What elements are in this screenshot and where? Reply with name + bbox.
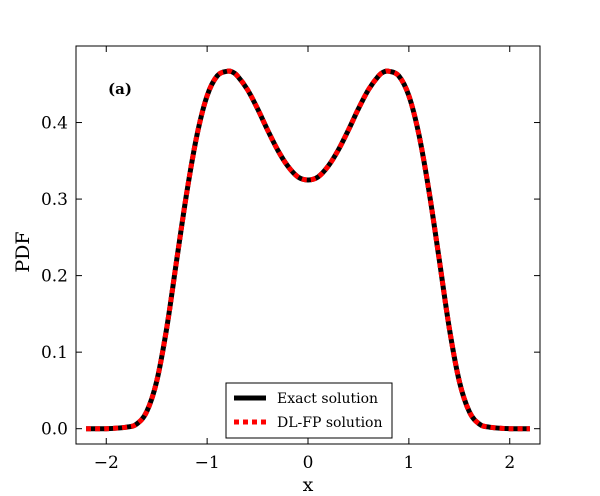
legend: Exact solution DL-FP solution — [225, 382, 393, 439]
x-axis-label: x — [303, 474, 314, 496]
panel-label: (a) — [108, 80, 132, 98]
series-line-dlfp — [86, 68, 530, 432]
series-layer — [86, 68, 530, 432]
x-tick-label: −2 — [94, 453, 119, 473]
y-axis-label: PDF — [12, 231, 34, 272]
y-tick-label: 0.3 — [41, 190, 68, 210]
y-tick-label: 0.1 — [41, 343, 68, 363]
legend-box — [225, 382, 393, 439]
y-tick-label: 0.4 — [41, 114, 68, 134]
x-tick-label: 1 — [403, 453, 414, 473]
x-tick-label: 2 — [504, 453, 515, 473]
y-tick-label: 0.2 — [41, 267, 68, 287]
x-tick-label: 0 — [303, 453, 314, 473]
y-tick-label: 0.0 — [41, 420, 68, 440]
legend-label-dlfp: DL-FP solution — [277, 415, 383, 431]
legend-label-exact: Exact solution — [277, 391, 378, 407]
axis-ticks: −2 −1 0 1 2 0.0 0.1 0.2 0.3 0.4 — [41, 46, 540, 473]
x-tick-label: −1 — [195, 453, 220, 473]
series-line-exact — [86, 68, 530, 432]
